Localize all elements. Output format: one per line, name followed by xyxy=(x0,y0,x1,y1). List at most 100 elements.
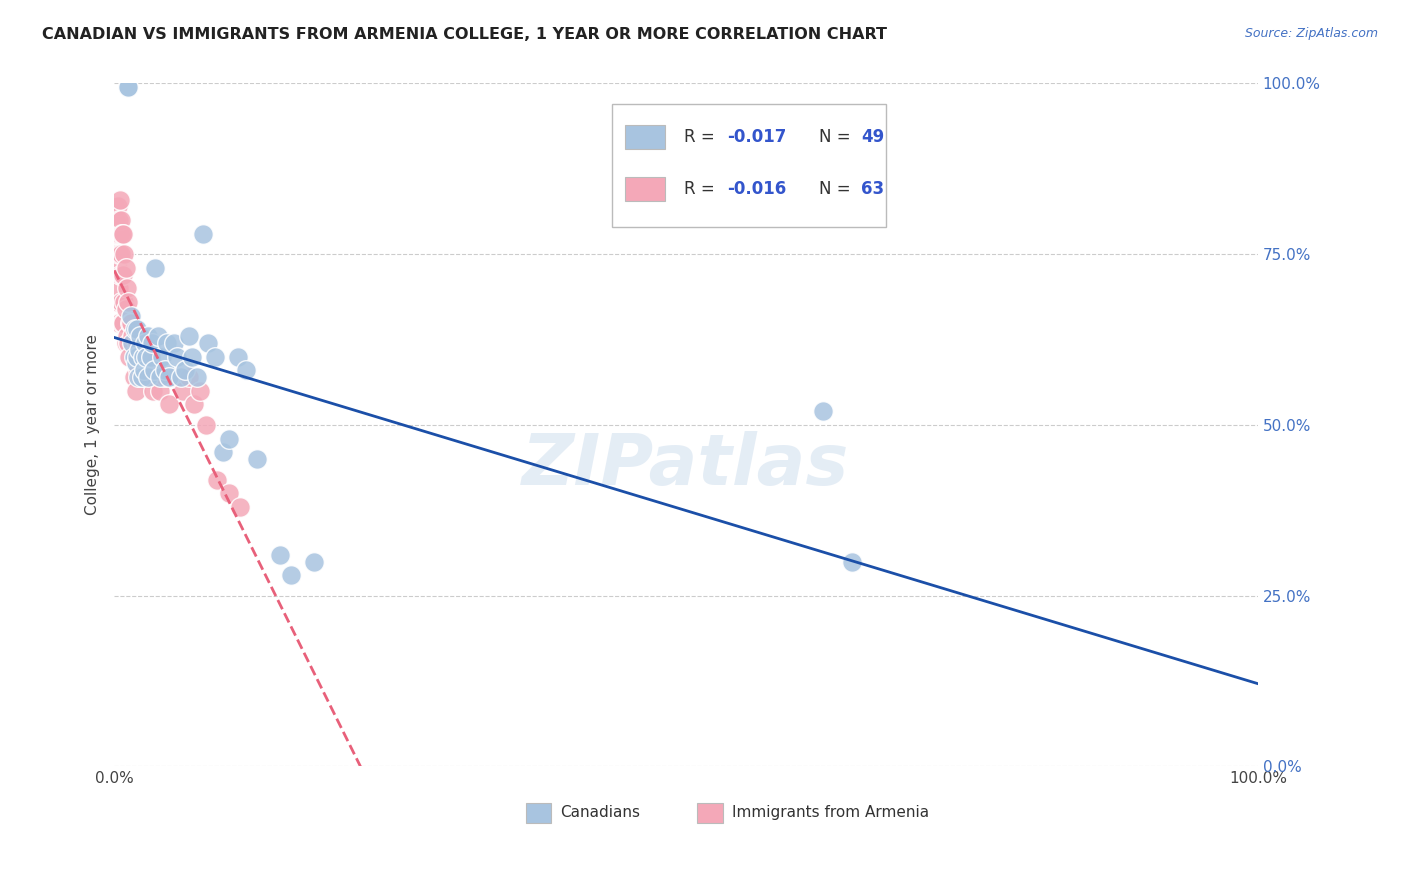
Point xyxy=(132,363,155,377)
Point xyxy=(149,384,172,398)
Point xyxy=(107,213,129,227)
Point xyxy=(122,350,145,364)
Text: -0.016: -0.016 xyxy=(727,180,786,198)
Point xyxy=(181,350,204,364)
Point xyxy=(107,199,129,213)
Point xyxy=(131,370,153,384)
Text: Immigrants from Armenia: Immigrants from Armenia xyxy=(731,805,929,820)
Text: ZIPatlas: ZIPatlas xyxy=(522,432,849,500)
Point xyxy=(104,268,127,282)
FancyBboxPatch shape xyxy=(626,125,665,149)
Point xyxy=(111,227,134,241)
Point xyxy=(117,79,139,94)
Point xyxy=(177,370,200,384)
FancyBboxPatch shape xyxy=(697,803,723,823)
Point xyxy=(304,555,326,569)
Point xyxy=(246,452,269,467)
Point xyxy=(107,227,129,241)
Point xyxy=(107,281,129,295)
Point xyxy=(122,370,145,384)
Point xyxy=(166,350,188,364)
Point xyxy=(183,397,205,411)
Point xyxy=(125,356,148,370)
Point xyxy=(188,384,211,398)
Point xyxy=(115,281,138,295)
Point xyxy=(108,193,131,207)
Point xyxy=(157,370,180,384)
Point xyxy=(107,247,129,261)
Point xyxy=(114,295,136,310)
Text: R =: R = xyxy=(683,128,720,145)
Point xyxy=(127,363,149,377)
Point xyxy=(108,227,131,241)
Point xyxy=(128,343,150,357)
Point xyxy=(139,350,162,364)
Point xyxy=(110,213,132,227)
FancyBboxPatch shape xyxy=(626,178,665,202)
Point xyxy=(107,316,129,330)
Point xyxy=(121,329,143,343)
Point xyxy=(120,316,142,330)
Point xyxy=(124,322,146,336)
Point xyxy=(107,260,129,275)
Point xyxy=(118,350,141,364)
Point xyxy=(150,350,173,364)
Point xyxy=(172,384,194,398)
Point xyxy=(280,568,302,582)
Point xyxy=(269,548,291,562)
Point xyxy=(129,370,152,384)
Point xyxy=(120,309,142,323)
Point xyxy=(108,268,131,282)
Point xyxy=(117,336,139,351)
Point xyxy=(157,397,180,411)
Y-axis label: College, 1 year or more: College, 1 year or more xyxy=(86,334,100,516)
Point xyxy=(143,260,166,275)
Point xyxy=(125,336,148,351)
Point xyxy=(120,316,142,330)
Point xyxy=(107,295,129,310)
Point xyxy=(135,350,157,364)
Point xyxy=(125,322,148,336)
Point xyxy=(156,336,179,351)
Point xyxy=(226,350,249,364)
Point xyxy=(813,404,835,418)
Point xyxy=(193,227,215,241)
Point xyxy=(111,316,134,330)
Point xyxy=(112,227,135,241)
Point xyxy=(841,555,863,569)
Point xyxy=(104,227,127,241)
Text: N =: N = xyxy=(818,128,856,145)
Point xyxy=(112,268,135,282)
Point xyxy=(163,370,186,384)
Point xyxy=(125,350,148,364)
Point xyxy=(114,247,136,261)
Point xyxy=(111,268,134,282)
Text: -0.017: -0.017 xyxy=(727,128,786,145)
Point xyxy=(127,370,149,384)
Point xyxy=(149,370,172,384)
Point xyxy=(163,336,186,351)
Point xyxy=(169,370,191,384)
Point xyxy=(125,384,148,398)
Point xyxy=(104,199,127,213)
Point xyxy=(110,295,132,310)
Text: Canadians: Canadians xyxy=(560,805,640,820)
Point xyxy=(129,329,152,343)
Point xyxy=(218,486,240,500)
Text: Source: ZipAtlas.com: Source: ZipAtlas.com xyxy=(1244,27,1378,40)
Point xyxy=(128,329,150,343)
Point xyxy=(141,336,163,351)
Point xyxy=(138,370,160,384)
Point xyxy=(204,350,226,364)
Text: 63: 63 xyxy=(860,180,884,198)
Point xyxy=(153,370,176,384)
FancyBboxPatch shape xyxy=(612,104,886,227)
Point xyxy=(105,213,128,227)
Point xyxy=(194,417,217,432)
Point xyxy=(138,350,160,364)
Point xyxy=(132,350,155,364)
Point xyxy=(218,432,240,446)
Point xyxy=(177,329,200,343)
Point xyxy=(139,370,162,384)
Point xyxy=(114,260,136,275)
